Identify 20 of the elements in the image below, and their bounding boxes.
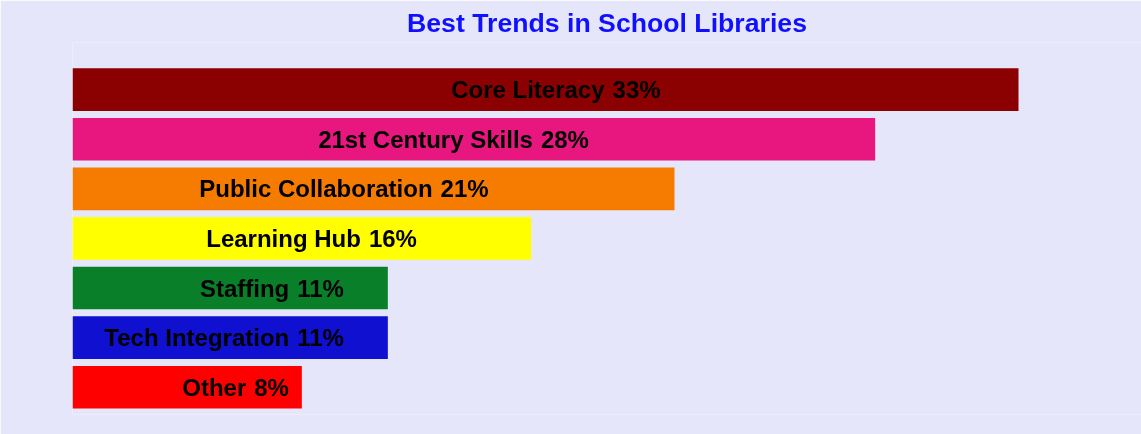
bar	[72, 167, 675, 211]
data-label: 11%	[297, 274, 344, 302]
bar	[72, 117, 876, 161]
y-tick-label: Learning Hub	[206, 224, 361, 252]
data-label: 8%	[254, 373, 289, 401]
y-tick-label: Other	[182, 373, 247, 401]
y-tick-label: Core Literacy	[451, 76, 606, 104]
data-label: 28%	[540, 125, 589, 153]
data-label: 16%	[368, 224, 417, 252]
data-label: 21%	[440, 175, 489, 203]
y-tick-label: 21st Century Skills	[318, 125, 533, 153]
bar	[72, 217, 532, 260]
chart-title: Best Trends in School Libraries	[407, 7, 807, 38]
y-tick-label: Staffing	[199, 274, 290, 302]
data-label: 11%	[297, 324, 344, 352]
bar	[72, 68, 1019, 111]
bar	[72, 365, 302, 409]
y-tick-label: Tech Integration	[104, 324, 290, 352]
y-tick-label: Public Collaboration	[199, 175, 433, 203]
data-label: 33%	[612, 76, 661, 104]
